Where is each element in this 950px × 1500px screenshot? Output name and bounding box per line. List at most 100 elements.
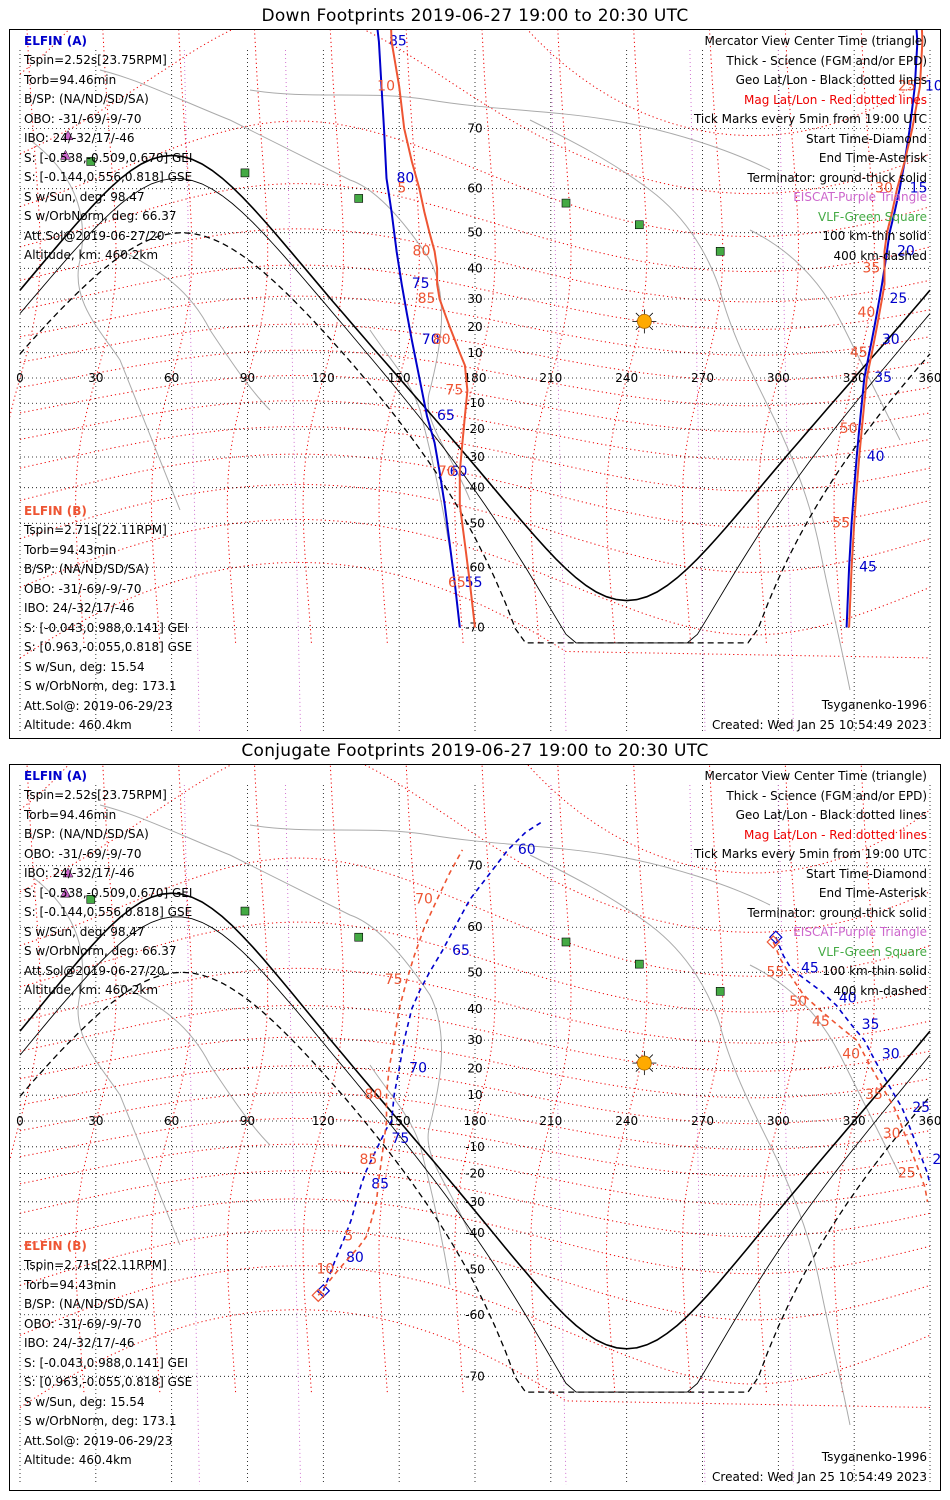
lon-tick-label: 300 bbox=[767, 1114, 790, 1128]
legend-entry: Terminator: ground-thick solid bbox=[747, 905, 927, 920]
mag-lon-line bbox=[833, 30, 875, 643]
lat-tick-label: 60 bbox=[467, 182, 482, 196]
elfin-a-info-line: IBO: 24/-32/17/-46 bbox=[24, 866, 135, 880]
lat-tick-label: -60 bbox=[465, 1308, 485, 1322]
lat-tick-label: 50 bbox=[467, 226, 482, 240]
legend: Mercator View Center Time (triangle) Thic… bbox=[694, 767, 927, 1001]
mag-lat-line bbox=[19, 765, 931, 933]
lon-tick-label: 120 bbox=[312, 1114, 335, 1128]
track-tick-label: 5 bbox=[397, 181, 406, 197]
lat-tick-label: 10 bbox=[467, 346, 482, 360]
terminator bbox=[19, 892, 931, 1350]
elfin-a-info-line: Att.Sol@2019-06-27/20 bbox=[24, 228, 165, 243]
elfin-b-info-line: B/SP: (NA/ND/SD/SA) bbox=[24, 1297, 149, 1311]
legend-entry: Start Time-Diamond bbox=[805, 866, 927, 881]
track-tick-label: 45 bbox=[859, 559, 877, 575]
elfin-a-info-line: S: [-0.144,0.556,0.818] GSE bbox=[24, 170, 193, 184]
footprint-track bbox=[775, 936, 931, 1185]
terminator bbox=[19, 178, 931, 644]
lon-tick-label: 120 bbox=[312, 371, 335, 385]
legend-entry: Thick - Science (FGM and/or EPD) bbox=[726, 788, 927, 803]
lat-tick-label: -40 bbox=[465, 481, 485, 495]
lon-tick-label: 240 bbox=[615, 1114, 638, 1128]
lat-tick-label: 70 bbox=[467, 859, 482, 873]
track-tick-label: 5 bbox=[344, 1229, 353, 1245]
elfin-a-info-line: Altitude, km: 460.2km bbox=[24, 983, 159, 997]
track-tick-label: 70 bbox=[438, 464, 456, 480]
track-tick-label: 20 bbox=[932, 1152, 940, 1168]
elfin-b-info: Tspin=2.71s[22.11RPM] Torb=94.43min B/SP: … bbox=[24, 1256, 192, 1471]
lat-tick-label: 20 bbox=[467, 320, 482, 334]
lon-tick-label: 150 bbox=[388, 1114, 411, 1128]
eiscat-meridian bbox=[550, 784, 567, 1486]
mag-lon-line bbox=[681, 30, 724, 643]
map-canvas: 0 30 60 90 120 150 180 210 240 270 300 330 360 70 60 50… bbox=[10, 765, 940, 1486]
lat-tick-label: 40 bbox=[467, 1002, 482, 1016]
lat-tick-label: -30 bbox=[465, 1195, 485, 1209]
coastline bbox=[529, 854, 851, 1426]
mag-lon-line bbox=[302, 765, 345, 1393]
track-tick-label: 65 bbox=[452, 943, 470, 959]
lon-tick-label: 270 bbox=[691, 1114, 714, 1128]
mag-lat-line bbox=[19, 228, 931, 303]
vlf-station bbox=[561, 198, 571, 208]
coastline bbox=[249, 824, 771, 906]
lat-tick-label: 30 bbox=[467, 292, 482, 306]
mag-lon-line bbox=[150, 30, 193, 643]
mag-lon-line bbox=[10, 30, 41, 418]
elfin-b-info-line: S w/OrbNorm, deg: 173.1 bbox=[24, 679, 177, 693]
elfin-a-info-line: S: [-0.538,-0.509,0.670] GEI bbox=[24, 885, 193, 900]
coastline bbox=[529, 119, 851, 691]
legend-entry: End Time-Asterisk bbox=[818, 151, 927, 165]
elfin-b-info-line: S: [0.963,-0.055,0.818] GSE bbox=[24, 640, 193, 654]
track-tick-label: 25 bbox=[898, 79, 916, 95]
model-label: Tsyganenko-1996 bbox=[821, 698, 927, 712]
legend-entry: 400 km-dashed bbox=[833, 983, 927, 998]
mag-lat-line bbox=[19, 921, 931, 1013]
eiscat-site bbox=[62, 867, 74, 878]
mag-lon-line bbox=[150, 765, 193, 1393]
elfin-a-info-line: S: [-0.144,0.556,0.818] GSE bbox=[24, 905, 193, 919]
elfin-a-info: Tspin=2.52s[23.75RPM] Torb=94.46min B/SP: … bbox=[24, 51, 192, 266]
lat-tick-label: -20 bbox=[465, 1166, 485, 1180]
track-tick-label: 70 bbox=[409, 1061, 427, 1077]
elfin-a-label: ELFIN (A) bbox=[24, 769, 87, 783]
elfin-a-info-line: S w/OrbNorm, deg: 66.37 bbox=[24, 209, 177, 223]
track-tick-label: 80 bbox=[397, 170, 415, 186]
legend-entry: Tick Marks every 5min from 19:00 UTC bbox=[693, 112, 927, 126]
track-tick-label: 35 bbox=[863, 260, 881, 276]
eiscat-meridian bbox=[284, 49, 302, 734]
vlf-station bbox=[635, 959, 644, 969]
mag-lon-line bbox=[75, 30, 117, 643]
eiscat-meridian bbox=[777, 784, 794, 1486]
legend-entry: Tick Marks every 5min from 19:00 UTC bbox=[693, 847, 927, 861]
elfin-a-info-line: OBO: -31/-69/-9/-70 bbox=[24, 111, 142, 126]
mag-lon-line bbox=[605, 765, 648, 1393]
track-tick-label: 85 bbox=[389, 34, 407, 50]
track-tick-label: 30 bbox=[875, 181, 893, 197]
lat-tick-label: -60 bbox=[465, 560, 485, 574]
footprint-track bbox=[322, 822, 542, 1292]
lon-tick-label: 180 bbox=[464, 371, 487, 385]
track-tick-label: 60 bbox=[450, 464, 468, 480]
elfin-a-info-line: Altitude, km: 460.2km bbox=[24, 248, 159, 262]
lat-tick-label: -50 bbox=[465, 1263, 485, 1277]
eiscat-site bbox=[60, 149, 71, 160]
elfin-b-info-line: Tspin=2.71s[22.11RPM] bbox=[24, 523, 167, 537]
elfin-a-info-line: S: [-0.538,-0.509,0.670] GEI bbox=[24, 150, 193, 165]
coastline bbox=[249, 89, 771, 171]
track-tick-label: 20 bbox=[897, 243, 915, 259]
track-tick-label: 15 bbox=[910, 181, 928, 197]
track-tick-label: 25 bbox=[889, 291, 907, 307]
coastline bbox=[369, 329, 451, 551]
elfin-b-info-line: OBO: -31/-69/-9/-70 bbox=[24, 581, 142, 596]
track-tick-label: 65 bbox=[448, 575, 466, 591]
elfin-a-info: Tspin=2.52s[23.75RPM] Torb=94.46min B/SP: … bbox=[24, 786, 192, 1001]
track-tick-label: 45 bbox=[801, 960, 819, 976]
panel-title: Conjugate Footprints 2019-06-27 19:00 to… bbox=[241, 741, 709, 761]
mag-lat-line bbox=[19, 120, 931, 237]
vlf-station bbox=[635, 220, 644, 230]
elfin-a-info-line: S w/Sun, deg: 98.47 bbox=[24, 189, 145, 204]
lon-tick-label: 90 bbox=[240, 1114, 255, 1128]
track-tick-label: 85 bbox=[371, 1177, 389, 1193]
